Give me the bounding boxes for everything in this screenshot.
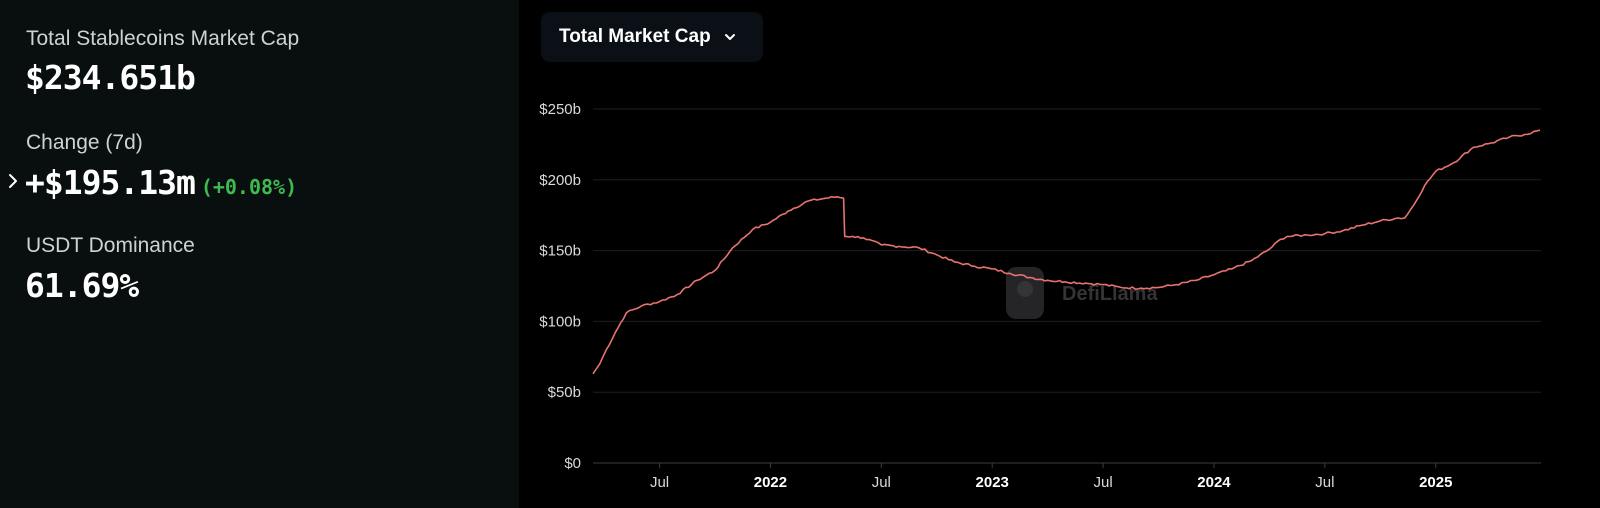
data-point[interactable] (603, 347, 609, 353)
dominance-label: USDT Dominance (26, 234, 195, 257)
change-label: Change (7d) (26, 131, 143, 154)
data-point[interactable] (612, 330, 618, 336)
data-point[interactable] (1118, 284, 1124, 290)
data-point[interactable] (934, 252, 940, 258)
data-point[interactable] (1451, 160, 1457, 166)
data-point[interactable] (1402, 215, 1408, 221)
market-cap-label: Total Stablecoins Market Cap (26, 27, 300, 50)
data-point[interactable] (597, 361, 603, 367)
data-point[interactable] (1360, 222, 1366, 228)
x-tick-label: Jul (1094, 474, 1113, 491)
data-point[interactable] (1284, 233, 1290, 239)
llama-logo-face (1017, 281, 1033, 297)
market-cap-chart[interactable]: DefiLlama $0 $50b $100b $150b $200b $250b Jul… (519, 0, 1600, 508)
data-point[interactable] (1211, 272, 1217, 278)
y-tick-label: $250b (539, 101, 581, 118)
grid-lines (593, 108, 1541, 464)
summary-panel: Total Stablecoins Market Cap $234.651b C… (0, 0, 519, 508)
x-axis: Jul 2022 Jul 2023 Jul 2024 Jul 2025 (650, 463, 1452, 491)
data-point[interactable] (1322, 231, 1328, 237)
data-point[interactable] (1027, 275, 1033, 281)
y-tick-label: $0 (564, 455, 581, 472)
data-point[interactable] (694, 277, 700, 283)
data-point[interactable] (1229, 266, 1235, 272)
data-point[interactable] (850, 233, 856, 239)
data-point[interactable] (750, 226, 756, 232)
data-point[interactable] (916, 245, 922, 251)
data-point[interactable] (1100, 282, 1106, 288)
data-point[interactable] (952, 259, 958, 265)
chevron-right-icon[interactable] (6, 172, 20, 190)
data-point[interactable] (1156, 284, 1162, 290)
x-tick-label: 2022 (754, 474, 787, 491)
y-tick-label: $200b (539, 172, 581, 189)
y-axis: $0 $50b $100b $150b $200b $250b (539, 101, 581, 472)
data-point[interactable] (785, 208, 791, 214)
data-point[interactable] (639, 303, 645, 309)
y-tick-label: $100b (539, 313, 581, 330)
x-tick-label: Jul (1315, 474, 1334, 491)
data-point[interactable] (843, 233, 849, 239)
data-point[interactable] (1488, 140, 1494, 146)
data-point[interactable] (1522, 132, 1528, 138)
y-tick-label: $50b (548, 384, 581, 401)
defillama-watermark: DefiLlama (1006, 267, 1158, 319)
x-tick-label: 2025 (1419, 474, 1452, 491)
data-point[interactable] (861, 235, 867, 241)
metric-dropdown-label: Total Market Cap (559, 26, 711, 47)
data-point[interactable] (878, 242, 884, 248)
series (590, 127, 1543, 377)
data-point[interactable] (1045, 277, 1051, 283)
data-point[interactable] (823, 195, 829, 201)
y-tick-label: $150b (539, 243, 581, 260)
data-point[interactable] (1266, 246, 1272, 252)
data-point[interactable] (841, 195, 847, 201)
data-point[interactable] (834, 194, 840, 200)
data-point[interactable] (1395, 215, 1401, 221)
data-point[interactable] (1422, 183, 1428, 189)
data-point[interactable] (1173, 282, 1179, 288)
data-point[interactable] (767, 219, 773, 225)
change-percent: (+0.08%) (200, 175, 298, 199)
data-point[interactable] (1138, 285, 1144, 291)
metric-dropdown[interactable]: Total Market Cap (541, 12, 763, 62)
data-point[interactable] (805, 198, 811, 204)
data-point[interactable] (657, 299, 663, 305)
data-point[interactable] (1506, 134, 1512, 140)
market-cap-value: $234.651b (25, 58, 196, 97)
data-point[interactable] (623, 310, 629, 316)
data-point[interactable] (712, 267, 718, 273)
data-point[interactable] (989, 266, 995, 272)
x-tick-label: Jul (872, 474, 891, 491)
data-point[interactable] (730, 245, 736, 251)
data-point[interactable] (1340, 228, 1346, 234)
dominance-value: 61.69% (25, 266, 139, 305)
x-tick-label: Jul (650, 474, 669, 491)
data-point[interactable] (1537, 127, 1543, 133)
data-point[interactable] (1433, 168, 1439, 174)
chevron-down-icon (724, 34, 735, 40)
data-point[interactable] (1304, 232, 1310, 238)
data-point[interactable] (1278, 236, 1284, 242)
change-value-row: +$195.13m (+0.08%) (25, 163, 297, 202)
series-line-total-market-cap[interactable] (592, 129, 1541, 375)
change-value: +$195.13m (25, 163, 196, 202)
data-point[interactable] (896, 243, 902, 249)
x-tick-label: 2024 (1197, 474, 1231, 491)
data-point[interactable] (674, 292, 680, 298)
data-point[interactable] (972, 263, 978, 269)
data-point[interactable] (1062, 279, 1068, 285)
data-point[interactable] (1249, 258, 1255, 264)
data-point[interactable] (1377, 218, 1383, 224)
data-point[interactable] (1471, 144, 1477, 150)
data-point[interactable] (1193, 277, 1199, 283)
data-point[interactable] (1411, 202, 1417, 208)
data-point[interactable] (1082, 280, 1088, 286)
data-point[interactable] (590, 371, 596, 377)
data-point[interactable] (1007, 270, 1013, 276)
x-tick-label: 2023 (976, 474, 1009, 491)
